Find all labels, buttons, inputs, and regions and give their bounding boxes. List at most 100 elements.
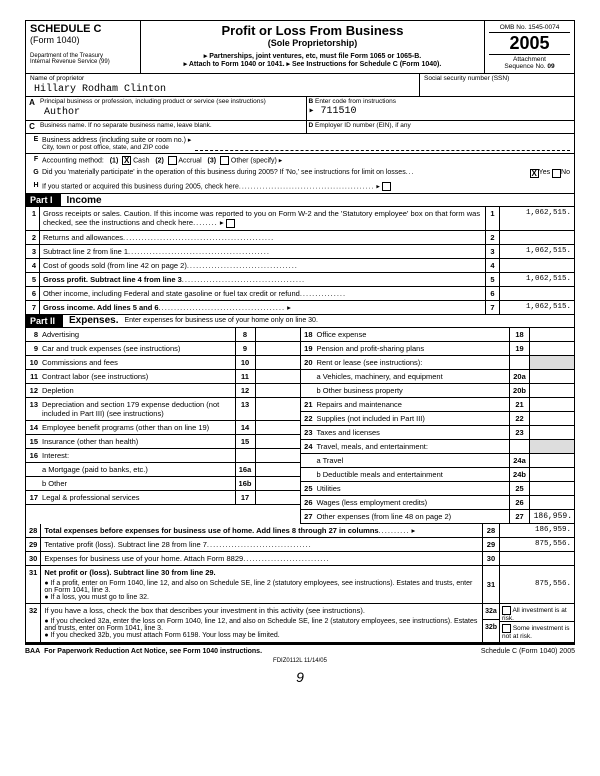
line5-amount[interactable]: 1,062,515.	[500, 272, 575, 286]
expense-row: 12Depletion12	[26, 384, 300, 398]
form-subtitle: (Sole Proprietorship)	[145, 38, 480, 48]
income-table: 1 Gross receipts or sales. Caution. If t…	[25, 207, 575, 315]
line7-amount[interactable]: 1,062,515.	[500, 300, 575, 314]
expense-amount[interactable]	[255, 491, 300, 504]
yes-checkbox[interactable]: X	[530, 169, 539, 178]
expense-row: 20Rent or lease (see instructions):	[301, 356, 575, 370]
expense-row: 15Insurance (other than health)15	[26, 435, 300, 449]
expense-amount[interactable]	[529, 370, 574, 383]
expense-amount[interactable]	[529, 482, 574, 495]
header-left: SCHEDULE C (Form 1040) Department of the…	[26, 21, 141, 73]
expense-amount[interactable]	[255, 477, 300, 490]
expense-row: 25Utilities25	[301, 482, 575, 496]
line28-amount[interactable]: 186,959.	[500, 524, 575, 538]
proprietor-name[interactable]: Hillary Rodham Clinton	[30, 82, 415, 96]
expense-row: a Travel24a	[301, 454, 575, 468]
accrual-checkbox[interactable]	[168, 156, 177, 165]
no-checkbox[interactable]	[552, 169, 561, 178]
proprietor-label: Name of proprietor	[30, 75, 415, 82]
header-right: OMB No. 1545-0074 2005 Attachment Sequen…	[484, 21, 574, 73]
line-d-desc: Employer ID number (EIN), if any	[315, 122, 411, 129]
line-d-value[interactable]	[309, 129, 573, 132]
expense-row: 19Pension and profit-sharing plans19	[301, 342, 575, 356]
totals-table: 28Total expenses before expenses for bus…	[25, 524, 575, 643]
expense-amount[interactable]	[529, 342, 574, 355]
expense-row: 17Legal & professional services17	[26, 491, 300, 505]
line-a-value[interactable]: Author	[40, 105, 304, 119]
expense-amount[interactable]	[255, 328, 300, 341]
expense-row: 11Contract labor (see instructions)11	[26, 370, 300, 384]
expense-amount[interactable]	[529, 412, 574, 425]
form-header: SCHEDULE C (Form 1040) Department of the…	[25, 20, 575, 74]
expense-row: 16Interest:	[26, 449, 300, 463]
expense-amount[interactable]	[255, 435, 300, 448]
line31-amount[interactable]: 875,556.	[500, 565, 575, 603]
line4-amount[interactable]	[500, 258, 575, 272]
expense-amount[interactable]	[529, 398, 574, 411]
32a-checkbox[interactable]	[502, 606, 511, 615]
row-ab: A Principal business or profession, incl…	[25, 97, 575, 121]
tax-year: 2005	[489, 33, 570, 54]
row-e: E Business address (including suite or r…	[25, 134, 575, 154]
expense-amount[interactable]	[255, 356, 300, 369]
expense-row: 8Advertising8	[26, 328, 300, 342]
part2-header: Part II Expenses. Enter expenses for bus…	[25, 315, 575, 328]
line-e-desc2: City, town or post office, state, and ZI…	[42, 144, 191, 151]
32b-checkbox[interactable]	[502, 624, 511, 633]
expense-amount[interactable]	[255, 463, 300, 476]
expense-amount[interactable]	[255, 384, 300, 397]
expense-amount[interactable]	[529, 384, 574, 397]
line30-amount[interactable]	[500, 551, 575, 565]
page-number: 9	[25, 669, 575, 685]
line1-amount[interactable]: 1,062,515.	[500, 207, 575, 230]
note1: ▸ Partnerships, joint ventures, etc, mus…	[145, 52, 480, 60]
expense-row: 24Travel, meals, and entertainment:	[301, 440, 575, 454]
expense-amount[interactable]	[255, 342, 300, 355]
other-checkbox[interactable]	[220, 156, 229, 165]
expense-row: b Other16b	[26, 477, 300, 491]
line-b-value[interactable]: ▸ 711510	[309, 105, 573, 117]
l1-checkbox[interactable]	[226, 219, 235, 228]
expense-amount[interactable]	[255, 370, 300, 383]
expense-amount[interactable]	[529, 454, 574, 467]
schedule-c-form: SCHEDULE C (Form 1040) Department of the…	[0, 0, 600, 705]
expense-amount[interactable]	[529, 356, 574, 369]
schedule-label: SCHEDULE C	[30, 23, 136, 35]
expense-row: 10Commissions and fees10	[26, 356, 300, 370]
row-f: F Accounting method: (1) X Cash (2) Accr…	[25, 154, 575, 167]
note2: ▸ Attach to Form 1040 or 1041. ▸ See Ins…	[145, 60, 480, 68]
expense-amount[interactable]: 186,959.	[529, 510, 574, 523]
expense-amount[interactable]	[529, 468, 574, 481]
ssn-label: Social security number (SSN)	[424, 75, 570, 82]
expense-row: 9Car and truck expenses (see instruction…	[26, 342, 300, 356]
row-g: G Did you 'materially participate' in th…	[25, 167, 575, 180]
line-b-desc: Enter code from instructions	[315, 98, 396, 105]
expense-row: 22Supplies (not included in Part III)22	[301, 412, 575, 426]
expense-amount[interactable]	[255, 449, 300, 462]
expense-amount[interactable]	[529, 426, 574, 439]
line3-amount[interactable]: 1,062,515.	[500, 244, 575, 258]
omb: OMB No. 1545-0074	[489, 23, 570, 33]
expense-row: a Vehicles, machinery, and equipment20a	[301, 370, 575, 384]
line-e-input[interactable]	[195, 144, 570, 151]
expense-amount[interactable]	[255, 398, 300, 420]
form-ref: (Form 1040)	[30, 35, 136, 45]
expense-row: b Deductible meals and entertainment24b	[301, 468, 575, 482]
line-c-value[interactable]	[40, 129, 304, 132]
line-a-desc: Principal business or profession, includ…	[40, 98, 304, 105]
expense-amount[interactable]	[529, 328, 574, 341]
line29-amount[interactable]: 875,556.	[500, 537, 575, 551]
expenses-columns: 8Advertising89Car and truck expenses (se…	[25, 328, 575, 524]
expense-row: a Mortgage (paid to banks, etc.)16a	[26, 463, 300, 477]
part1-header: Part I Income	[25, 194, 575, 207]
expense-amount[interactable]	[255, 421, 300, 434]
line2-amount[interactable]	[500, 230, 575, 244]
expense-amount[interactable]	[529, 496, 574, 509]
cash-checkbox[interactable]: X	[122, 156, 131, 165]
expense-amount[interactable]	[529, 440, 574, 453]
proprietor-row: Name of proprietor Hillary Rodham Clinto…	[25, 74, 575, 97]
ssn-value[interactable]	[424, 82, 570, 85]
line6-amount[interactable]	[500, 286, 575, 300]
expense-row: 23Taxes and licenses23	[301, 426, 575, 440]
h-checkbox[interactable]	[382, 182, 391, 191]
